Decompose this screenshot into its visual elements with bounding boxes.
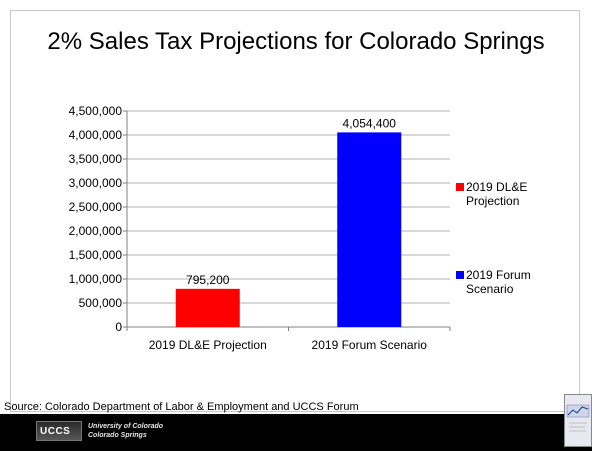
university-name: University of Colorado Colorado Springs: [88, 422, 163, 440]
y-tick-label: 0: [115, 320, 122, 334]
y-tick-label: 2,500,000: [69, 200, 123, 214]
legend-label: Projection: [466, 194, 519, 208]
source-note: Source: Colorado Department of Labor & E…: [4, 401, 359, 413]
sales-tax-bar-chart: 0 500,000 1,000,000 1,500,000 2,000,000 2,500…: [69, 104, 531, 352]
slide: 2% Sales Tax Projections for Colorado Sp…: [0, 0, 592, 414]
legend-label: Scenario: [466, 282, 514, 296]
slide-title: 2% Sales Tax Projections for Colorado Sp…: [47, 28, 545, 55]
footer-bar: UCCS University of Colorado Colorado Spr…: [0, 414, 592, 447]
legend-swatch: [456, 183, 464, 191]
y-tick-label: 3,000,000: [69, 176, 123, 190]
bar: [337, 132, 402, 327]
uccs-logo-icon: [36, 421, 82, 441]
y-tick-label: 4,000,000: [69, 128, 123, 142]
university-line-1: University of Colorado: [88, 423, 164, 430]
y-tick-label: 2,000,000: [69, 224, 123, 238]
thumbnail-graph-icon: [566, 404, 590, 432]
bar-value-label: 795,200: [186, 273, 230, 287]
y-tick-label: 3,500,000: [69, 152, 123, 166]
bar-value-label: 4,054,400: [343, 116, 397, 130]
uccs-logo-text: UCCS: [40, 426, 71, 437]
slide-frame: [10, 10, 580, 412]
legend-label: 2019 DL&E: [466, 180, 527, 194]
x-tick-label: 2019 Forum Scenario: [312, 338, 428, 352]
x-tick-label: 2019 DL&E Projection: [149, 338, 267, 352]
bar: [175, 288, 240, 327]
y-tick-label: 1,000,000: [69, 272, 123, 286]
legend-swatch: [456, 271, 464, 279]
y-tick-label: 500,000: [79, 296, 123, 310]
y-tick-label: 4,500,000: [69, 104, 123, 118]
university-line-2: Colorado Springs: [88, 432, 147, 439]
slide-thumbnail-icon: [564, 394, 592, 447]
y-tick-label: 1,500,000: [69, 248, 123, 262]
legend-label: 2019 Forum: [466, 268, 531, 282]
